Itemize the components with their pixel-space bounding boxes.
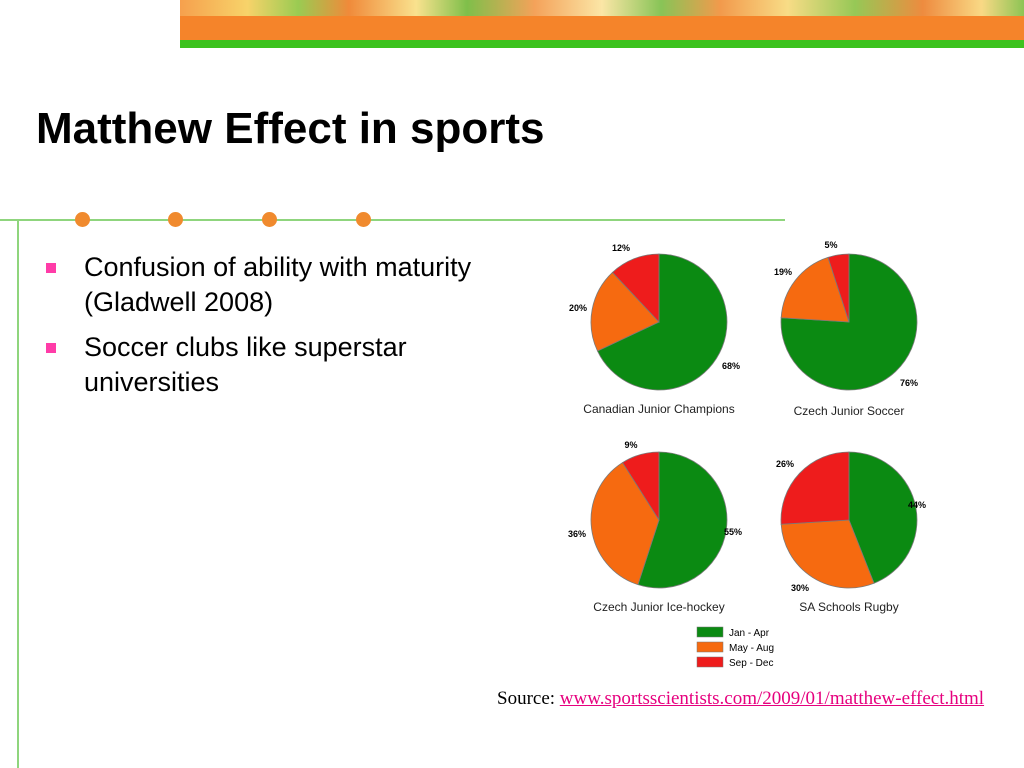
pie-chart-title: Canadian Junior Champions xyxy=(583,402,734,416)
header-green-band xyxy=(180,40,1024,48)
pie-slice xyxy=(637,451,728,589)
pie-slice xyxy=(596,253,728,391)
legend-label: May - Aug xyxy=(729,643,774,654)
bullet-square-icon xyxy=(46,263,56,273)
pie-slice xyxy=(780,256,850,323)
pie-value-label: 76% xyxy=(900,378,918,388)
legend-swatch xyxy=(696,626,724,638)
bullet-square-icon xyxy=(46,343,56,353)
pie-slice xyxy=(780,451,850,525)
bullet-item: Soccer clubs like superstar universities xyxy=(46,330,516,400)
divider-dot xyxy=(262,212,277,227)
pie-slice xyxy=(590,462,660,586)
pie-slice xyxy=(848,451,918,584)
pie-value-label: 26% xyxy=(776,459,794,469)
pie-value-label: 68% xyxy=(722,361,740,371)
divider-dot xyxy=(168,212,183,227)
left-divider xyxy=(17,219,19,768)
header-orange-band xyxy=(180,16,1024,40)
bullet-list: Confusion of ability with maturity (Glad… xyxy=(46,250,516,410)
source-prefix: Source: xyxy=(497,688,560,709)
pie-chart-title: Czech Junior Soccer xyxy=(794,404,905,418)
pie-value-label: 9% xyxy=(624,440,637,450)
pie-value-label: 20% xyxy=(569,303,587,313)
divider-dot xyxy=(75,212,90,227)
legend-label: Jan - Apr xyxy=(729,628,770,639)
pie-slice xyxy=(780,519,875,589)
pie-value-label: 12% xyxy=(612,243,630,253)
title-divider xyxy=(0,219,785,221)
bullet-item: Confusion of ability with maturity (Glad… xyxy=(46,250,516,320)
divider-dot xyxy=(356,212,371,227)
decorative-banner xyxy=(180,0,1024,16)
pie-charts-figure: 68% 20% 12% Canadian Junior Champions 76% 19%… xyxy=(568,240,926,669)
pie-slice xyxy=(622,451,660,522)
pie-value-label: 5% xyxy=(824,240,837,250)
legend-swatch xyxy=(696,641,724,653)
legend-label: Sep - Dec xyxy=(729,658,773,669)
pie-value-label: 55% xyxy=(724,527,742,537)
bullet-text: Confusion of ability with maturity (Glad… xyxy=(84,252,472,317)
pie-value-label: 44% xyxy=(908,500,926,510)
pie-chart-title: Czech Junior Ice-hockey xyxy=(593,600,724,614)
pie-value-label: 19% xyxy=(774,267,792,277)
pie-slice xyxy=(827,253,850,323)
bullet-text: Soccer clubs like superstar universities xyxy=(84,332,407,397)
source-link[interactable]: www.sportsscientists.com/2009/01/matthew… xyxy=(559,688,985,709)
source-citation: Source: www.sportsscientists.com/2009/01… xyxy=(497,685,997,712)
legend-swatch xyxy=(696,656,724,668)
pie-slice xyxy=(611,253,660,324)
pie-slice xyxy=(590,271,660,352)
slide-title: Matthew Effect in sports xyxy=(36,104,545,153)
pie-chart-title: SA Schools Rugby xyxy=(799,600,898,614)
pie-value-label: 36% xyxy=(568,529,586,539)
pie-value-label: 30% xyxy=(791,583,809,593)
